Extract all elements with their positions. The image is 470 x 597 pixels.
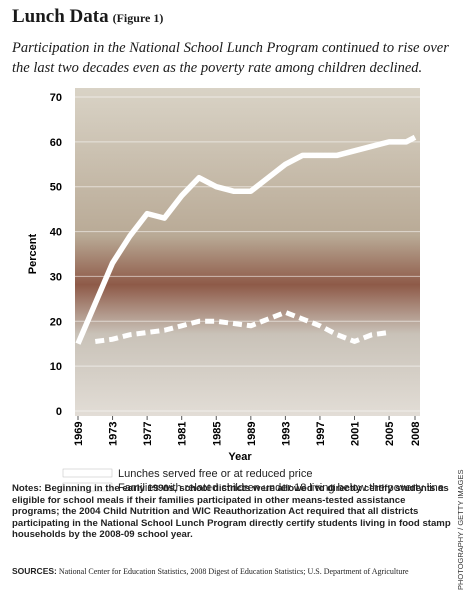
title: Lunch Data (Figure 1) [12,6,163,28]
x-tick-label: 1997 [315,422,327,446]
notes-label: Notes: [12,483,42,494]
figure-label: (Figure 1) [112,11,164,25]
y-tick-label: 60 [50,137,62,149]
x-tick-label: 1973 [108,422,120,446]
x-axis-label: Year [228,451,252,463]
x-tick-label: 1969 [73,422,85,446]
legend-swatch-outline [62,482,113,492]
legend-label: Lunches served free or at reduced price [118,468,312,480]
x-tick-label: 1981 [177,422,189,446]
y-axis-label: Percent [27,233,39,274]
notes: Notes: Beginning in the early 1990s, sch… [12,483,452,541]
notes-text: Beginning in the early 1990s, school dis… [12,483,451,541]
y-tick-label: 10 [50,361,62,373]
y-tick-label: 50 [50,182,62,194]
y-tick-label: 30 [50,271,62,283]
y-tick-label: 20 [50,316,62,328]
title-text: Lunch Data [12,6,109,27]
sources-text: National Center for Education Statistics… [58,567,409,576]
sources: SOURCES: National Center for Education S… [12,566,457,576]
x-tick-label: 1985 [211,422,223,446]
x-tick-label: 1989 [246,422,258,446]
x-tick-label: 2008 [410,422,422,446]
subtitle: Participation in the National School Lun… [12,40,449,76]
data-line [94,309,390,344]
x-tick-label: 2005 [384,422,396,446]
y-tick-label: 70 [50,92,62,104]
x-tick-label: 1993 [280,422,292,446]
legend-swatch-outline [62,468,113,478]
legend-label: Families with related children under 18 … [118,482,444,494]
photo-credit: PHOTOGRAPHY / GETTY IMAGES [456,470,465,590]
y-tick-label: 0 [56,406,62,418]
x-tick-label: 1977 [142,422,154,446]
y-tick-label: 40 [50,227,62,239]
photo-background [75,88,420,416]
data-line [75,134,417,345]
sources-label: SOURCES: [12,566,57,576]
x-tick-label: 2001 [350,422,362,446]
